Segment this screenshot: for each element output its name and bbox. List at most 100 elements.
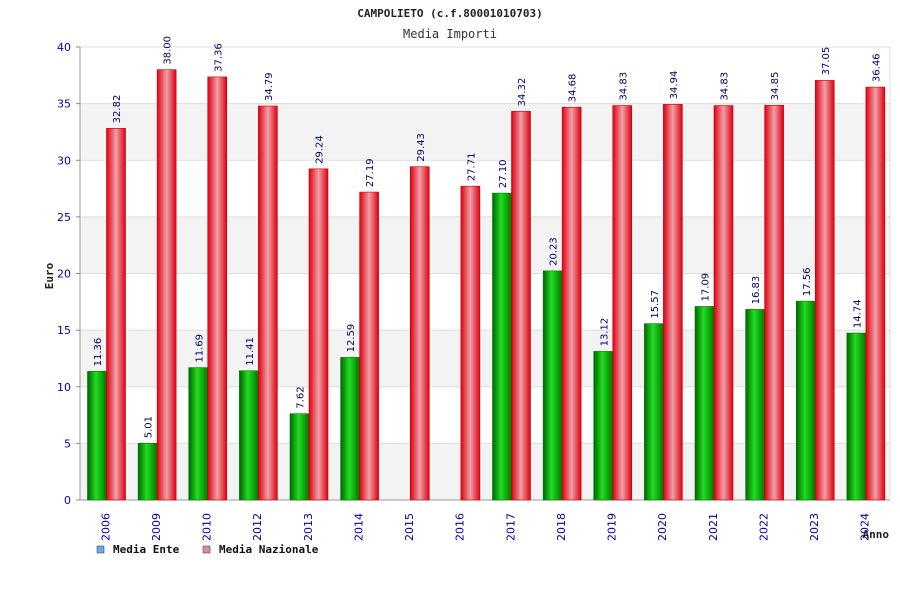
x-axis-ticks: 2006 2009 2010 2012 2013 2014 2015 2016 2017 2018… — [99, 513, 871, 541]
data-label: 34.32 — [517, 78, 528, 107]
bar-media-ente — [644, 323, 664, 501]
x-tick-label: 2020 — [656, 513, 669, 541]
bar-media-nazionale — [258, 105, 278, 501]
data-label: 29.24 — [315, 135, 326, 164]
bar-media-nazionale — [561, 106, 582, 501]
legend: Media Ente Media Nazionale — [96, 543, 319, 556]
x-tick-label: 2017 — [504, 513, 517, 541]
data-label: 34.83 — [720, 72, 731, 101]
y-tick-label: 15 — [57, 324, 71, 337]
x-tick-label: 2015 — [403, 513, 416, 541]
bar-media-nazionale — [409, 166, 430, 501]
y-axis-ticks: 0 5 10 15 20 25 30 35 40 — [57, 41, 80, 507]
x-tick-label: 2009 — [150, 513, 163, 541]
y-tick-label: 5 — [64, 437, 71, 450]
data-label: 27.19 — [365, 158, 376, 187]
data-label: 29.43 — [416, 133, 427, 162]
bar-media-ente — [340, 357, 360, 501]
bar-media-ente — [137, 442, 158, 501]
bar-media-nazionale — [764, 105, 784, 501]
legend-label-media-nazionale: Media Nazionale — [219, 543, 319, 556]
y-tick-label: 30 — [57, 154, 71, 167]
data-label: 20.23 — [549, 237, 560, 266]
data-label: 37.05 — [821, 47, 832, 76]
chart-title: CAMPOLIETO (c.f.80001010703) — [357, 7, 542, 20]
bar-media-nazionale — [308, 168, 329, 501]
x-tick-label: 2010 — [201, 513, 214, 541]
y-tick-label: 40 — [57, 41, 71, 54]
data-label: 5.01 — [144, 416, 155, 438]
data-label: 11.69 — [194, 334, 205, 363]
data-label: 14.74 — [852, 299, 863, 328]
data-label: 36.46 — [871, 53, 882, 82]
bar-media-ente — [846, 332, 867, 501]
data-label: 16.83 — [751, 276, 762, 305]
bar-media-ente — [795, 300, 816, 501]
y-tick-label: 35 — [57, 98, 71, 111]
bar-media-ente — [239, 370, 259, 501]
data-label: 12.59 — [346, 324, 357, 353]
data-label: 32.82 — [112, 95, 123, 124]
data-label: 11.41 — [245, 337, 256, 366]
data-label: 34.79 — [264, 72, 275, 101]
bar-media-ente — [542, 270, 563, 501]
bar-media-nazionale — [612, 105, 633, 501]
bar-media-ente — [593, 351, 614, 501]
x-tick-label: 2019 — [606, 513, 619, 541]
bar-media-ente — [694, 306, 715, 501]
bar-media-ente — [289, 413, 310, 501]
x-tick-label: 2006 — [99, 513, 112, 541]
legend-swatch-media-nazionale — [202, 545, 211, 554]
bar-media-nazionale — [865, 86, 886, 501]
data-label: 15.57 — [650, 290, 661, 319]
bar-media-ente — [87, 371, 107, 501]
x-tick-label: 2014 — [352, 513, 365, 541]
plot-band — [80, 47, 890, 104]
data-label: 17.56 — [802, 267, 813, 296]
x-tick-label: 2016 — [454, 513, 467, 541]
bar-media-nazionale — [156, 69, 177, 501]
data-label: 27.10 — [498, 159, 509, 188]
data-label: 37.36 — [213, 43, 224, 72]
x-tick-label: 2021 — [707, 513, 720, 541]
x-tick-label: 2023 — [808, 513, 821, 541]
x-tick-label: 2012 — [251, 513, 264, 541]
bar-media-nazionale — [663, 104, 683, 501]
bar-media-ente — [188, 367, 209, 501]
legend-swatch-media-ente — [96, 545, 105, 554]
y-tick-label: 10 — [57, 381, 71, 394]
data-label: 34.83 — [618, 72, 629, 101]
y-tick-label: 20 — [57, 268, 71, 281]
data-label: 11.36 — [93, 338, 104, 367]
bar-media-nazionale — [106, 128, 126, 501]
data-label: 34.85 — [770, 72, 781, 101]
bar-media-nazionale — [359, 191, 379, 501]
data-labels: 11.36 32.82 5.01 38.00 11.69 37.36 11.41 34.79 7… — [93, 36, 882, 438]
y-axis-label: Euro — [43, 262, 56, 289]
x-tick-label: 2022 — [757, 513, 770, 541]
bar-media-ente — [492, 192, 512, 501]
data-label: 34.68 — [568, 74, 579, 103]
data-label: 13.12 — [599, 318, 610, 347]
bars — [87, 69, 886, 501]
bar-media-nazionale — [511, 111, 531, 501]
legend-label-media-ente: Media Ente — [113, 543, 180, 556]
y-tick-label: 25 — [57, 211, 71, 224]
bar-media-nazionale — [814, 80, 835, 501]
x-tick-label: 2013 — [302, 513, 315, 541]
y-tick-label: 0 — [64, 494, 71, 507]
chart-subtitle: Media Importi — [403, 27, 497, 41]
bar-media-nazionale — [460, 185, 481, 501]
data-label: 38.00 — [163, 36, 174, 65]
data-label: 34.94 — [669, 71, 680, 100]
x-axis-label: Anno — [863, 528, 890, 541]
bar-media-ente — [745, 309, 765, 501]
x-tick-label: 2018 — [555, 513, 568, 541]
bar-media-nazionale — [207, 76, 228, 501]
x-tick-label: 2024 — [859, 513, 872, 541]
data-label: 7.62 — [296, 386, 307, 408]
bar-media-nazionale — [713, 105, 734, 501]
data-label: 27.71 — [466, 153, 477, 182]
data-label: 17.09 — [701, 273, 712, 302]
